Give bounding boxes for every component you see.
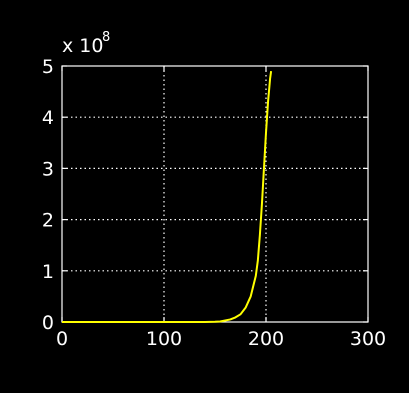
y-multiplier-base: x 10 <box>62 35 103 57</box>
y-multiplier: x 10 8 <box>62 30 110 57</box>
tick-labels: 0 100 200 300 0 1 2 3 4 5 <box>42 56 386 350</box>
x-tick-label-1: 100 <box>146 328 182 350</box>
x-tick-label-3: 300 <box>350 328 386 350</box>
series-line-0 <box>62 70 273 323</box>
y-tick-label-1: 1 <box>42 261 54 283</box>
y-tick-label-2: 2 <box>42 210 54 232</box>
y-multiplier-exponent: 8 <box>102 30 110 45</box>
y-tick-label-4: 4 <box>42 107 54 129</box>
grid-lines <box>62 66 368 322</box>
y-tick-label-5: 5 <box>42 56 54 78</box>
x-tick-label-0: 0 <box>56 328 68 350</box>
x-tick-label-2: 200 <box>248 328 284 350</box>
y-tick-label-0: 0 <box>42 312 54 334</box>
series-layer <box>62 70 273 323</box>
plot-background <box>62 66 368 322</box>
y-tick-label-3: 3 <box>42 158 54 180</box>
